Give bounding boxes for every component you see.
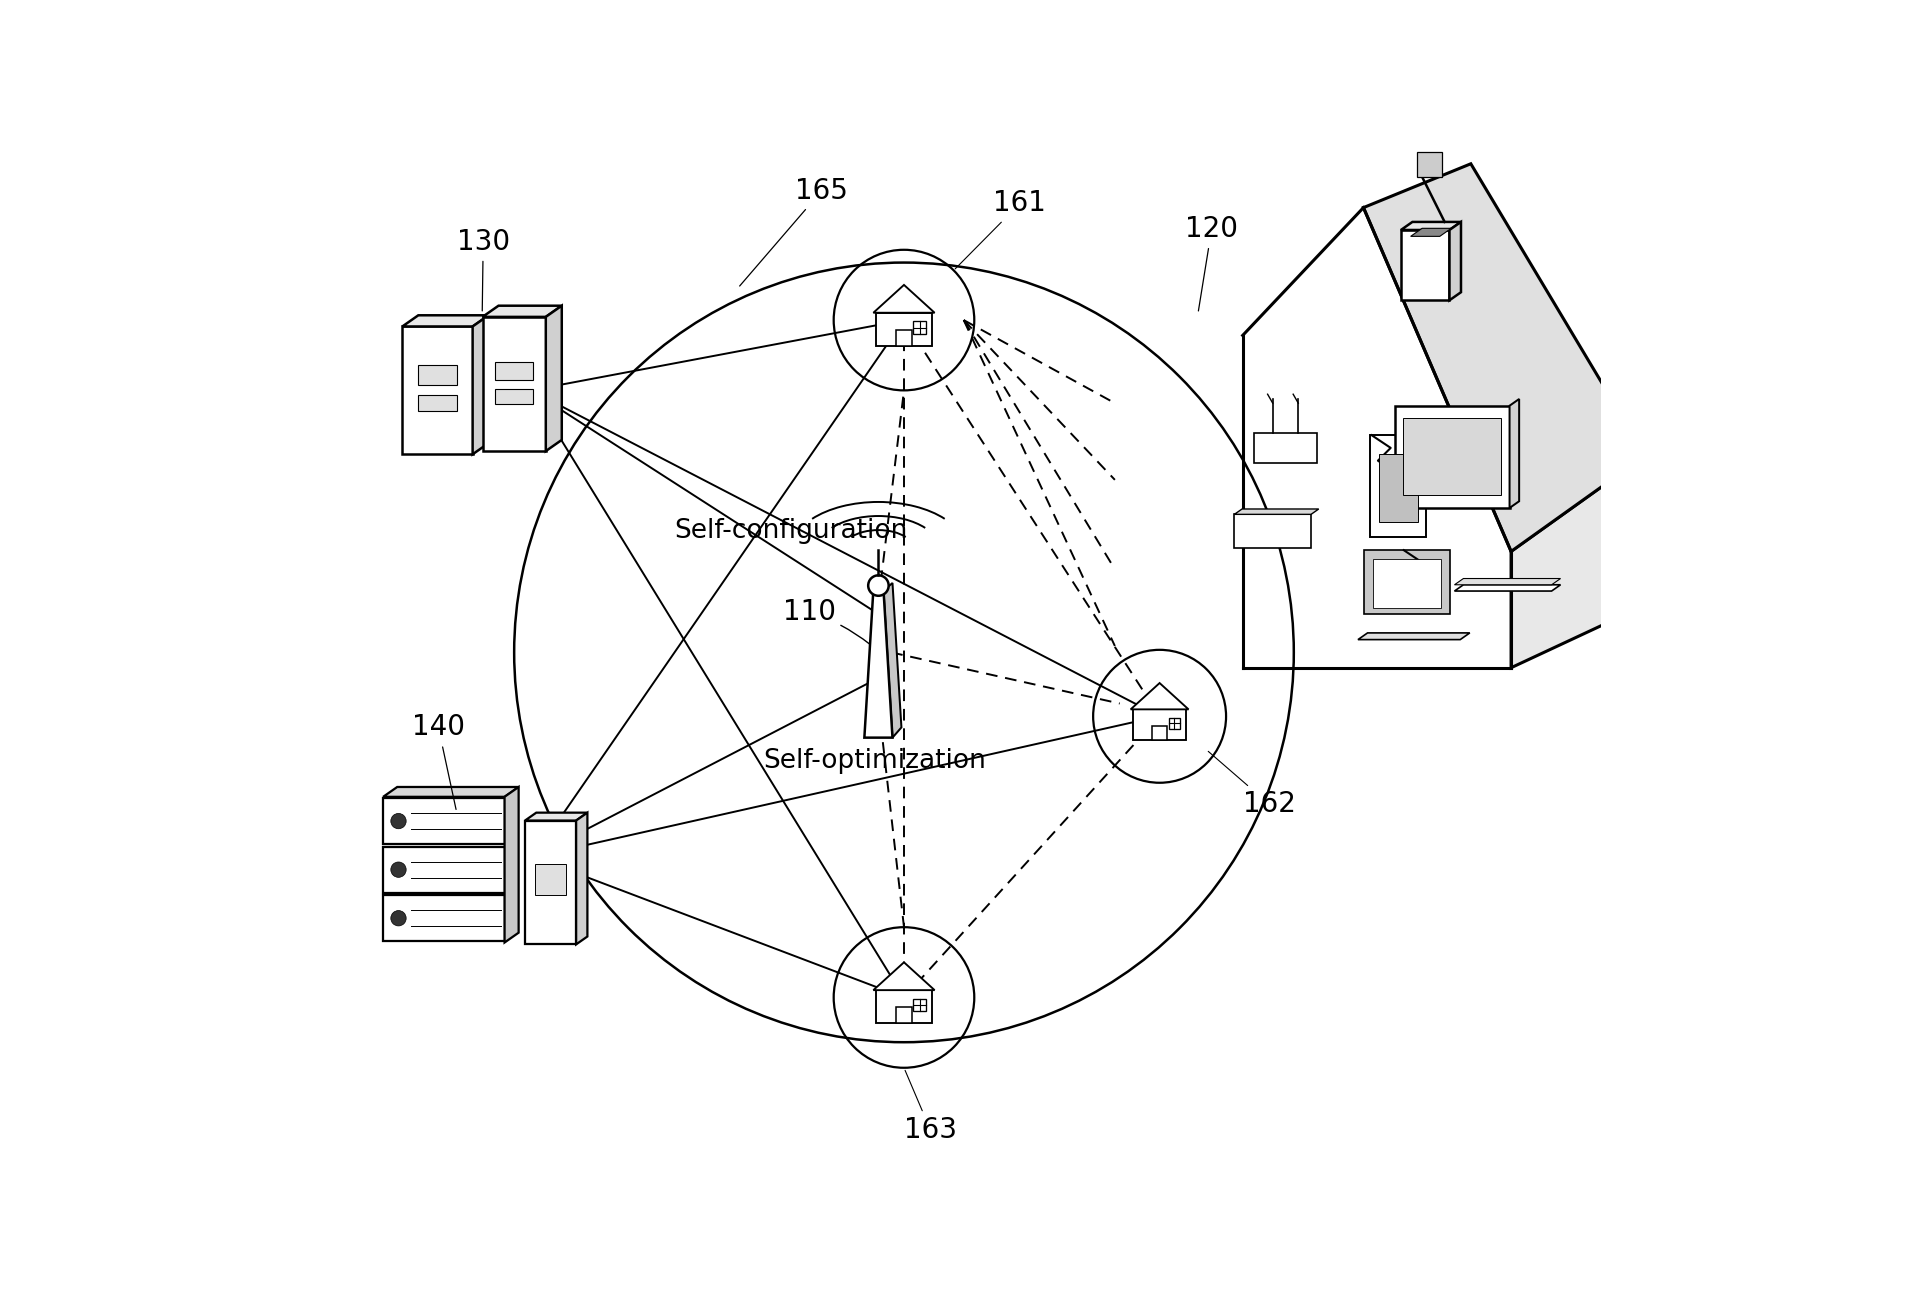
Text: Self-optimization: Self-optimization <box>763 748 986 774</box>
Text: 110: 110 <box>783 598 869 645</box>
Circle shape <box>390 814 406 828</box>
Polygon shape <box>873 963 935 990</box>
Polygon shape <box>877 990 933 1023</box>
Polygon shape <box>1394 406 1510 508</box>
Polygon shape <box>1450 222 1461 300</box>
Polygon shape <box>504 787 519 943</box>
Polygon shape <box>1402 222 1461 230</box>
Polygon shape <box>913 322 925 333</box>
Polygon shape <box>1404 419 1500 495</box>
Polygon shape <box>877 313 933 346</box>
Polygon shape <box>1235 514 1311 548</box>
Polygon shape <box>483 317 546 451</box>
Text: Self-configuration: Self-configuration <box>673 518 908 544</box>
Polygon shape <box>525 820 577 944</box>
Circle shape <box>390 862 406 877</box>
Polygon shape <box>1454 585 1561 590</box>
Circle shape <box>390 911 406 926</box>
Polygon shape <box>1152 726 1167 740</box>
Polygon shape <box>913 999 925 1012</box>
Polygon shape <box>383 798 504 844</box>
Polygon shape <box>383 846 504 893</box>
Polygon shape <box>896 1008 912 1023</box>
Text: 130: 130 <box>456 227 510 311</box>
Polygon shape <box>1169 717 1181 729</box>
Polygon shape <box>1417 151 1442 177</box>
Polygon shape <box>1235 509 1319 514</box>
Polygon shape <box>1363 164 1646 552</box>
Polygon shape <box>1254 433 1317 464</box>
Polygon shape <box>383 787 519 797</box>
Polygon shape <box>402 327 473 455</box>
Polygon shape <box>1358 633 1469 640</box>
Polygon shape <box>1379 455 1417 522</box>
Circle shape <box>867 575 888 596</box>
Polygon shape <box>1131 683 1188 709</box>
Polygon shape <box>494 389 533 404</box>
Polygon shape <box>1510 399 1519 508</box>
Text: 140: 140 <box>412 713 465 809</box>
Text: 120: 120 <box>1185 214 1238 311</box>
Polygon shape <box>1511 456 1646 668</box>
Polygon shape <box>402 315 488 327</box>
Polygon shape <box>863 590 892 738</box>
Polygon shape <box>1363 550 1450 614</box>
Polygon shape <box>1454 579 1561 585</box>
Text: 162: 162 <box>1208 752 1296 818</box>
Text: 165: 165 <box>740 177 848 286</box>
Polygon shape <box>577 813 587 944</box>
Polygon shape <box>873 286 935 313</box>
Polygon shape <box>535 864 565 895</box>
Polygon shape <box>546 306 562 451</box>
Polygon shape <box>483 306 562 317</box>
Polygon shape <box>1411 229 1452 236</box>
Polygon shape <box>417 366 458 385</box>
Polygon shape <box>1373 559 1440 607</box>
Text: 163: 163 <box>904 1070 958 1145</box>
Text: 161: 161 <box>956 190 1046 269</box>
Polygon shape <box>883 583 902 738</box>
Polygon shape <box>417 395 458 411</box>
Polygon shape <box>1133 709 1186 740</box>
Polygon shape <box>896 329 912 346</box>
Polygon shape <box>525 813 587 820</box>
Polygon shape <box>494 362 533 380</box>
Polygon shape <box>1371 435 1427 537</box>
Polygon shape <box>383 895 504 942</box>
Polygon shape <box>1402 230 1450 300</box>
Polygon shape <box>473 315 488 455</box>
